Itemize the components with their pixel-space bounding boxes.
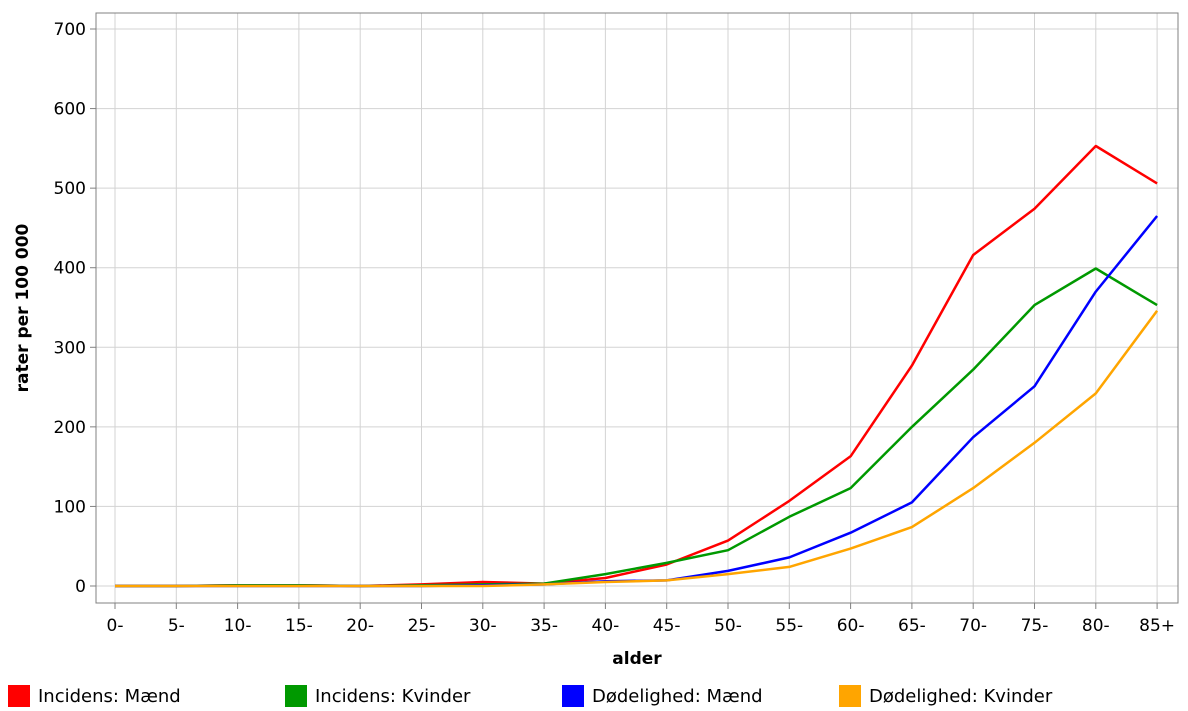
- y-axis-title: rater per 100 000: [13, 223, 33, 392]
- legend-item-incidens-kvinder: Incidens: Kvinder: [285, 684, 470, 708]
- y-axis: 0 100 200 300 400 500 600 700: [54, 20, 96, 597]
- x-tick-label: 5-: [168, 616, 185, 636]
- x-tick-label: 0-: [107, 616, 124, 636]
- y-tick-label: 300: [54, 338, 86, 358]
- legend-item-incidens-maend: Incidens: Mænd: [8, 684, 181, 708]
- plot-area: [95, 12, 1179, 604]
- legend: Incidens: Mænd Incidens: Kvinder Dødelig…: [8, 684, 1178, 708]
- series-line: [115, 144, 1158, 588]
- x-tick-label: 10-: [224, 616, 252, 636]
- y-tick-label: 400: [54, 259, 86, 279]
- x-tick-label: 80-: [1082, 616, 1110, 636]
- legend-item-doedelighed-maend: Dødelighed: Mænd: [562, 684, 763, 708]
- legend-label: Incidens: Kvinder: [315, 685, 471, 707]
- legend-swatch: [562, 685, 584, 707]
- line-chart: 0 100 200 300 400 500 600 700 0- 5- 10- 15- 20- 25- 3…: [13, 12, 1179, 669]
- y-tick-label: 700: [54, 20, 86, 40]
- x-tick-label: 75-: [1021, 616, 1049, 636]
- series-line: [115, 309, 1159, 588]
- x-tick-label: 40-: [592, 616, 620, 636]
- y-tick-label: 100: [54, 497, 86, 517]
- y-tick-label: 600: [54, 100, 86, 120]
- legend-label: Incidens: Mænd: [38, 685, 181, 707]
- x-axis-title: alder: [612, 649, 662, 669]
- x-tick-label: 25-: [408, 616, 436, 636]
- series-lines: [115, 144, 1159, 588]
- x-axis: 0- 5- 10- 15- 20- 25- 30- 35- 40- 45- 50- 55- 60- 65-…: [107, 603, 1175, 636]
- y-tick-label: 200: [54, 418, 86, 438]
- x-tick-label: 20-: [346, 616, 374, 636]
- legend-swatch: [8, 685, 30, 707]
- x-tick-label: 60-: [837, 616, 865, 636]
- x-tick-label: 30-: [469, 616, 497, 636]
- x-tick-label: 35-: [530, 616, 558, 636]
- x-tick-label: 85+: [1139, 616, 1175, 636]
- y-tick-label: 0: [75, 577, 86, 597]
- grid-lines: [96, 13, 1178, 603]
- x-tick-label: 55-: [775, 616, 803, 636]
- legend-swatch: [285, 685, 307, 707]
- legend-label: Dødelighed: Kvinder: [869, 685, 1053, 707]
- legend-swatch: [839, 685, 861, 707]
- x-tick-label: 70-: [959, 616, 987, 636]
- legend-item-doedelighed-kvinder: Dødelighed: Kvinder: [839, 684, 1052, 708]
- series-line: [115, 215, 1159, 588]
- x-tick-label: 65-: [898, 616, 926, 636]
- x-tick-label: 15-: [285, 616, 313, 636]
- legend-label: Dødelighed: Mænd: [592, 685, 763, 707]
- y-tick-label: 500: [54, 179, 86, 199]
- x-tick-label: 50-: [714, 616, 742, 636]
- x-tick-label: 45-: [653, 616, 681, 636]
